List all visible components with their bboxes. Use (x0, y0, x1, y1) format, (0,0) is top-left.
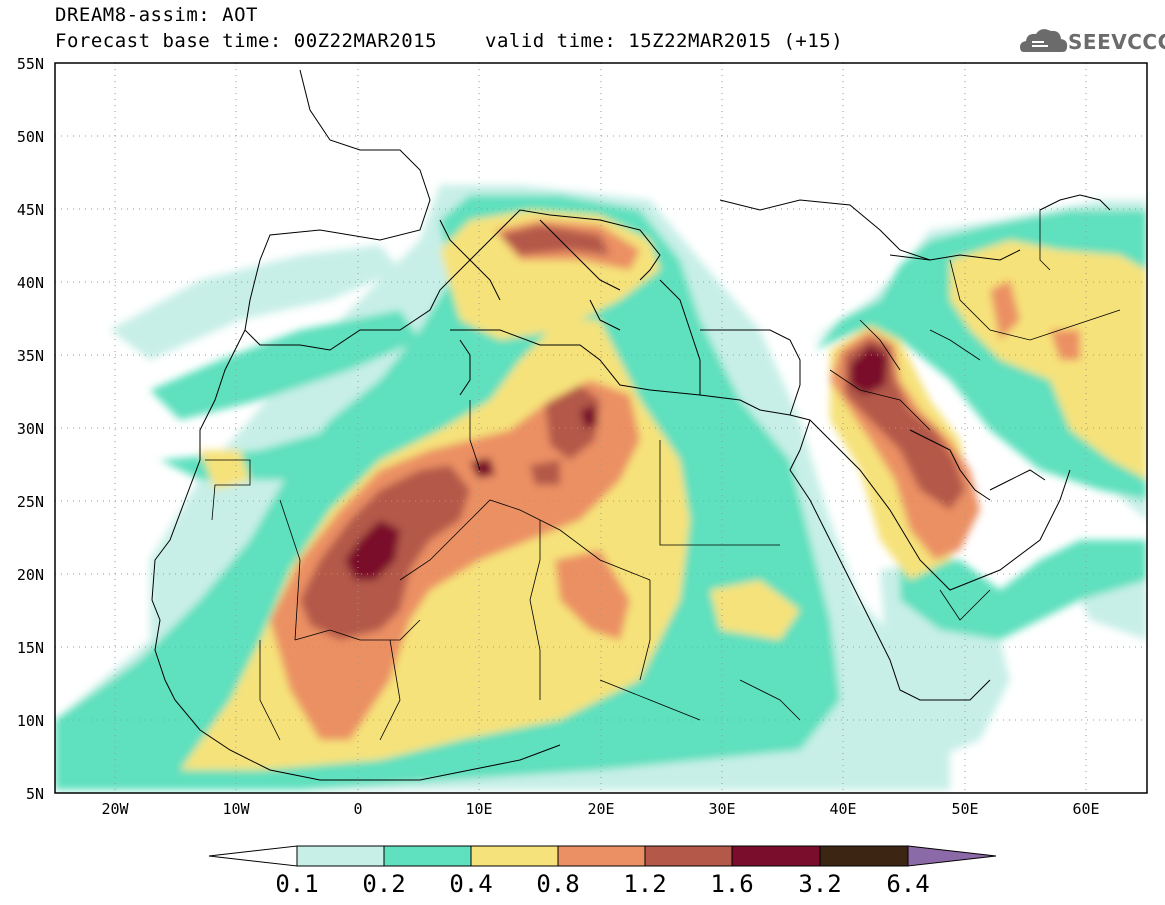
map-frame (54, 62, 1148, 794)
colorbar-swatch-0.1 (296, 845, 385, 867)
lon-label: 20E (587, 800, 615, 818)
colorbar-label: 0.4 (449, 870, 493, 898)
colorbar-label: 1.2 (623, 870, 667, 898)
colorbar-label: 0.1 (275, 870, 319, 898)
country-borders (205, 210, 1121, 741)
lat-label: 40N (16, 274, 44, 292)
lat-label: 55N (16, 55, 44, 73)
lat-label: 15N (16, 639, 44, 657)
colorbar-label: 0.8 (536, 870, 580, 898)
lat-lon-grid (55, 63, 1147, 793)
colorbar-label: 3.2 (798, 870, 842, 898)
lon-label: 30E (708, 800, 736, 818)
cloud-icon (1020, 29, 1068, 52)
lat-label: 50N (16, 128, 44, 146)
valid-time: valid time: 15Z22MAR2015 (+15) (485, 30, 844, 52)
colorbar-below-triangle (208, 845, 298, 867)
lon-label: 50E (951, 800, 979, 818)
colorbar-swatch-1.2 (644, 845, 733, 867)
colorbar-swatch-3.2 (819, 845, 909, 867)
lon-label: 10E (465, 800, 493, 818)
lon-label: 0 (353, 800, 363, 818)
lon-label: 10W (222, 800, 250, 818)
lon-label: 20W (101, 800, 129, 818)
map-title: DREAM8-assim: AOT (55, 4, 258, 26)
lat-label: 45N (16, 201, 44, 219)
lat-label: 35N (16, 347, 44, 365)
colorbar-label: 1.6 (710, 870, 754, 898)
aot-contour-1.6 (345, 345, 888, 580)
colorbar-label: 0.2 (362, 870, 406, 898)
colorbar-label: 6.4 (886, 870, 930, 898)
lat-label: 30N (16, 420, 44, 438)
forecast-base-time: Forecast base time: 00Z22MAR2015 (55, 30, 438, 52)
lon-label: 40E (829, 800, 857, 818)
lat-label: 5N (25, 785, 44, 803)
colorbar-swatch-0.2 (383, 845, 472, 867)
seevccc-logo: SEEVCCC (1068, 30, 1165, 54)
colorbar-swatch-1.6 (731, 845, 821, 867)
colorbar-swatch-0.4 (470, 845, 559, 867)
colorbar-swatch-0.8 (557, 845, 646, 867)
coastlines (151, 69, 1111, 781)
lat-label: 10N (16, 712, 44, 730)
lat-label: 20N (16, 566, 44, 584)
colorbar-above-triangle (907, 845, 997, 867)
lon-label: 60E (1072, 800, 1100, 818)
colorbar (208, 845, 997, 867)
lat-label: 25N (16, 493, 44, 511)
